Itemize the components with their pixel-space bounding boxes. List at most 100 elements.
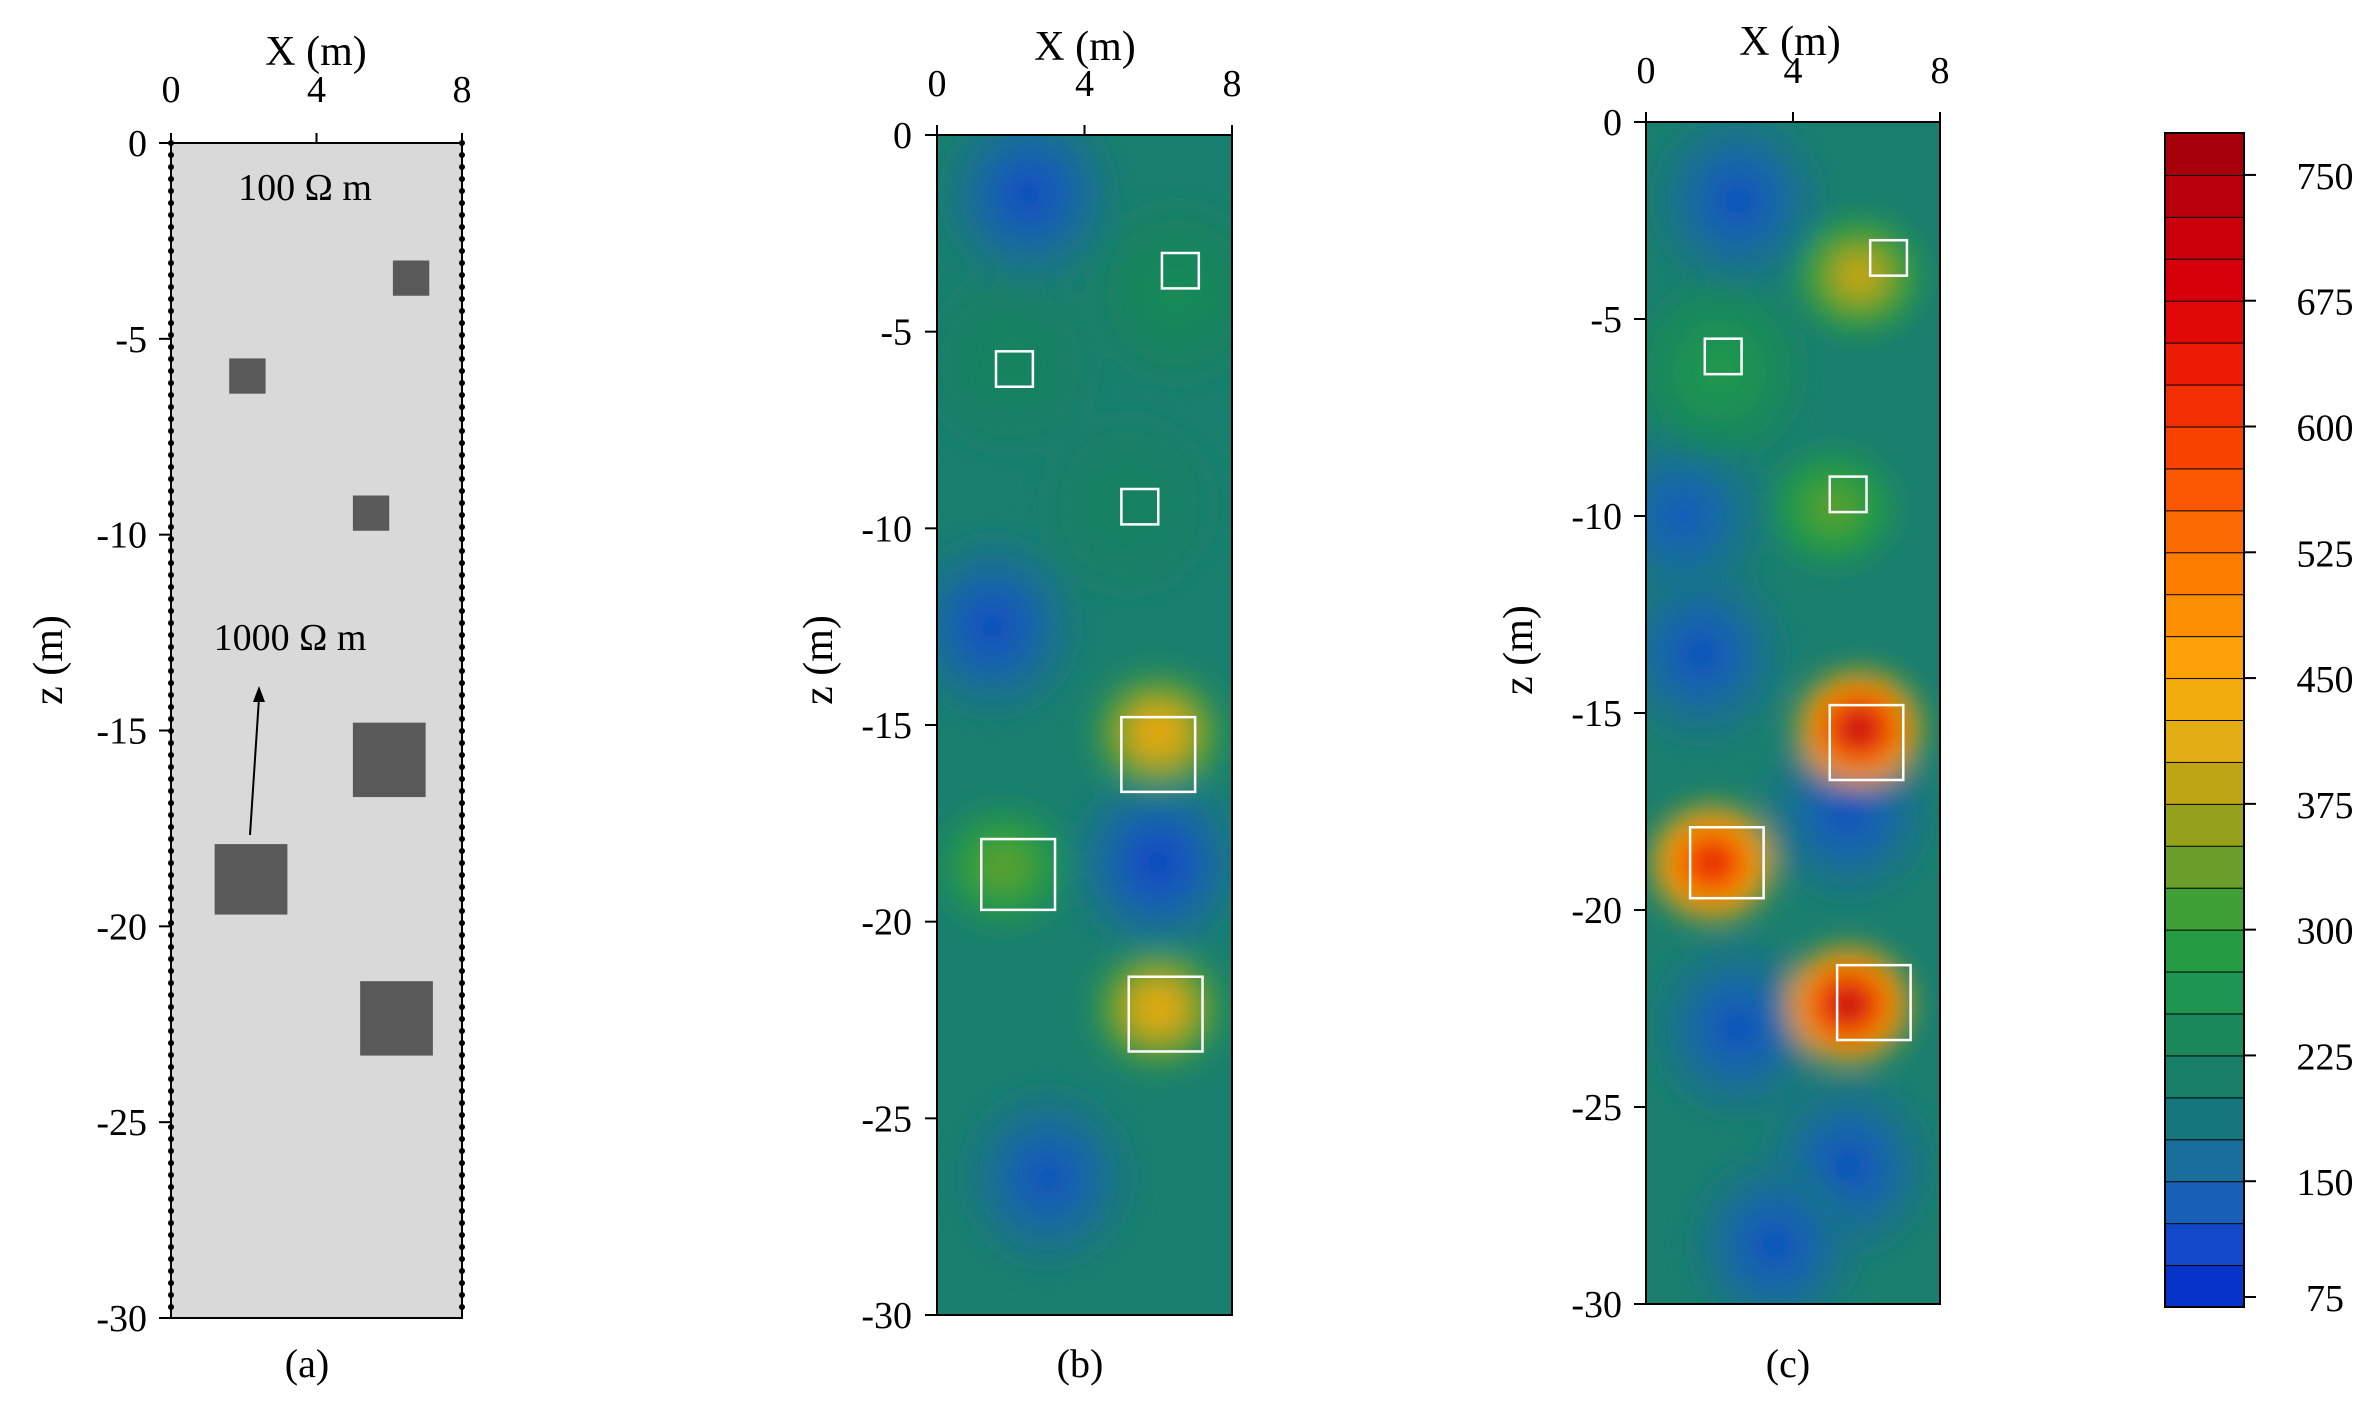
colorbar-band bbox=[2164, 719, 2245, 763]
colorbar: 750 675 600 525 450 375 300 225 150 75 bbox=[2164, 132, 2354, 1320]
resistive-block bbox=[214, 844, 288, 915]
resistive-block bbox=[352, 495, 390, 531]
field-contour bbox=[1846, 264, 1872, 288]
colorbar-label: 600 bbox=[2297, 408, 2354, 450]
field-contour bbox=[990, 855, 1016, 879]
background-resistivity-label: 100 Ω m bbox=[238, 167, 372, 209]
field-contour bbox=[994, 346, 1027, 381]
panel-b-x-label: X (m) bbox=[1034, 24, 1135, 70]
y-tick-label: -5 bbox=[115, 319, 147, 361]
y-tick-label: -5 bbox=[1590, 299, 1622, 341]
colorbar-band bbox=[2164, 467, 2245, 512]
field-contour bbox=[1703, 353, 1736, 388]
x-tick-label: 4 bbox=[307, 69, 326, 111]
y-tick-label: -25 bbox=[1571, 1087, 1622, 1129]
field-contour bbox=[1160, 275, 1193, 310]
x-tick-label: 4 bbox=[1075, 63, 1094, 105]
colorbar-band bbox=[2164, 887, 2245, 931]
colorbar-label: 450 bbox=[2297, 659, 2354, 701]
x-tick-label: 0 bbox=[928, 63, 947, 105]
x-tick-label: 8 bbox=[453, 69, 472, 111]
block-outline bbox=[1703, 337, 1743, 376]
colorbar-band bbox=[2164, 803, 2245, 847]
panel-c-axes: 0 4 8 0 -5 -10 -15 -20 -25 -30 bbox=[1571, 50, 1949, 1326]
true-block-outlines bbox=[980, 251, 1204, 1053]
resistive-blocks bbox=[214, 260, 433, 1056]
y-tick-label: 0 bbox=[1603, 102, 1622, 144]
panel-a-x-label: X (m) bbox=[265, 29, 366, 75]
colorbar-band bbox=[2164, 132, 2245, 176]
resistive-block bbox=[360, 981, 433, 1056]
y-tick-label: -25 bbox=[861, 1098, 912, 1140]
colorbar-band bbox=[2164, 551, 2245, 596]
colorbar-band bbox=[2164, 761, 2245, 805]
x-tick-label: 8 bbox=[1931, 50, 1950, 92]
y-tick-label: -30 bbox=[1571, 1284, 1622, 1326]
y-tick-label: 0 bbox=[893, 115, 912, 157]
y-tick-label: -20 bbox=[96, 906, 147, 948]
field-contour bbox=[1758, 1227, 1791, 1262]
colorbar-band bbox=[2164, 1264, 2245, 1308]
y-tick-label: -30 bbox=[96, 1298, 147, 1340]
true-block-outlines bbox=[1688, 238, 1912, 1042]
colorbar-band bbox=[2164, 1013, 2245, 1057]
colorbar-band bbox=[2164, 593, 2245, 638]
colorbar-label: 225 bbox=[2297, 1036, 2354, 1078]
field-contour bbox=[1112, 487, 1145, 522]
colorbar-band bbox=[2164, 174, 2245, 218]
block-outline bbox=[1688, 826, 1765, 900]
block-resistivity-label: 1000 Ω m bbox=[214, 617, 367, 659]
field-contour bbox=[1821, 496, 1846, 520]
colorbar-band bbox=[2164, 929, 2245, 973]
y-tick-label: -25 bbox=[96, 1102, 147, 1144]
y-tick-label: -10 bbox=[1571, 496, 1622, 538]
colorbar-band bbox=[2164, 384, 2245, 428]
panel-b-axes: 0 4 8 0 -5 -10 -15 -20 -25 -30 bbox=[861, 63, 1241, 1337]
block-outline bbox=[1120, 715, 1197, 794]
colorbar-label: 75 bbox=[2306, 1278, 2344, 1320]
resistivity-field bbox=[1646, 122, 1929, 1304]
colorbar-label: 375 bbox=[2297, 785, 2354, 827]
x-tick-label: 0 bbox=[162, 69, 181, 111]
y-tick-label: -10 bbox=[96, 515, 147, 557]
y-tick-label: -5 bbox=[880, 312, 912, 354]
field-contour bbox=[1846, 717, 1872, 741]
colorbar-label: 150 bbox=[2297, 1162, 2354, 1204]
field-contour bbox=[1835, 992, 1861, 1017]
field-contour bbox=[1699, 851, 1725, 875]
field-contour bbox=[1145, 721, 1171, 745]
colorbar-band bbox=[2164, 1180, 2245, 1225]
panel-c-inversion: 0 4 8 0 -5 -10 -15 -20 -25 -30 X (m) z (m) (c) bbox=[1496, 19, 1950, 1386]
colorbar-label: 750 bbox=[2297, 156, 2354, 198]
colorbar-band bbox=[2164, 1096, 2245, 1141]
resistive-block bbox=[352, 722, 426, 798]
panel-b-y-label: z (m) bbox=[796, 615, 842, 705]
field-contour bbox=[1666, 499, 1699, 533]
colorbar-ticks: 750 675 600 525 450 375 300 225 150 75 bbox=[2244, 156, 2354, 1320]
resistive-block bbox=[392, 260, 430, 296]
colorbar-label: 300 bbox=[2297, 911, 2354, 953]
field-contour bbox=[1031, 1160, 1064, 1195]
resistivity-field bbox=[937, 135, 1232, 1263]
panel-c-caption: (c) bbox=[1766, 1341, 1810, 1386]
field-contour bbox=[976, 609, 1009, 644]
x-tick-label: 4 bbox=[1784, 50, 1803, 92]
colorbar-band bbox=[2164, 342, 2245, 386]
block-outline bbox=[1127, 975, 1204, 1053]
block-outline bbox=[1160, 251, 1201, 290]
block-outline bbox=[980, 837, 1057, 912]
colorbar-label: 675 bbox=[2297, 282, 2354, 324]
x-tick-label: 8 bbox=[1223, 63, 1242, 105]
field-contour bbox=[1142, 845, 1175, 880]
panel-a-caption: (a) bbox=[285, 1341, 329, 1386]
resistive-block bbox=[229, 358, 266, 394]
y-tick-label: -15 bbox=[861, 705, 912, 747]
colorbar-band bbox=[2164, 258, 2245, 302]
field-contour bbox=[1013, 177, 1046, 211]
colorbar-frame bbox=[2164, 132, 2245, 1308]
block-outline bbox=[1835, 963, 1912, 1042]
colorbar-band bbox=[2164, 677, 2245, 721]
colorbar-band bbox=[2164, 300, 2245, 344]
block-outline bbox=[1868, 238, 1909, 277]
